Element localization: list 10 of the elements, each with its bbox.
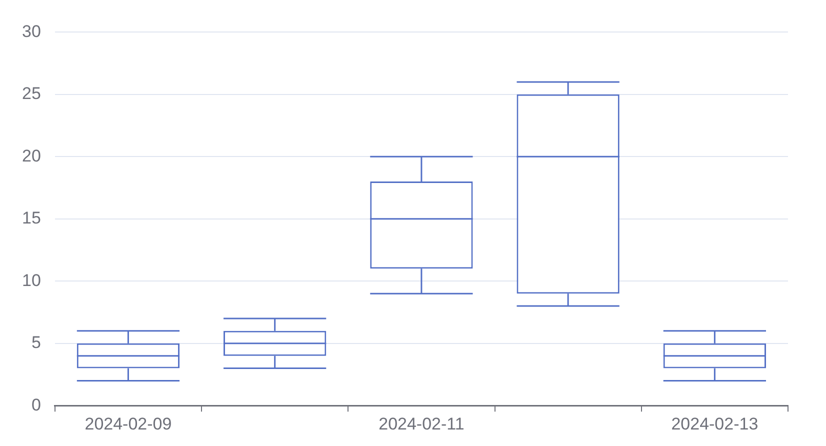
x-tick-label: 2024-02-13 [671,414,758,434]
y-tick-label: 25 [22,84,41,104]
y-tick-label: 10 [22,270,41,290]
x-tick-label: 2024-02-09 [84,414,172,434]
y-tick-label: 30 [22,22,41,41]
y-tick-label: 0 [31,395,41,414]
y-tick-label: 5 [31,333,41,352]
x-tick-label: 2024-02-11 [378,414,464,434]
y-tick-label: 20 [22,146,41,166]
y-tick-label: 15 [22,208,41,228]
